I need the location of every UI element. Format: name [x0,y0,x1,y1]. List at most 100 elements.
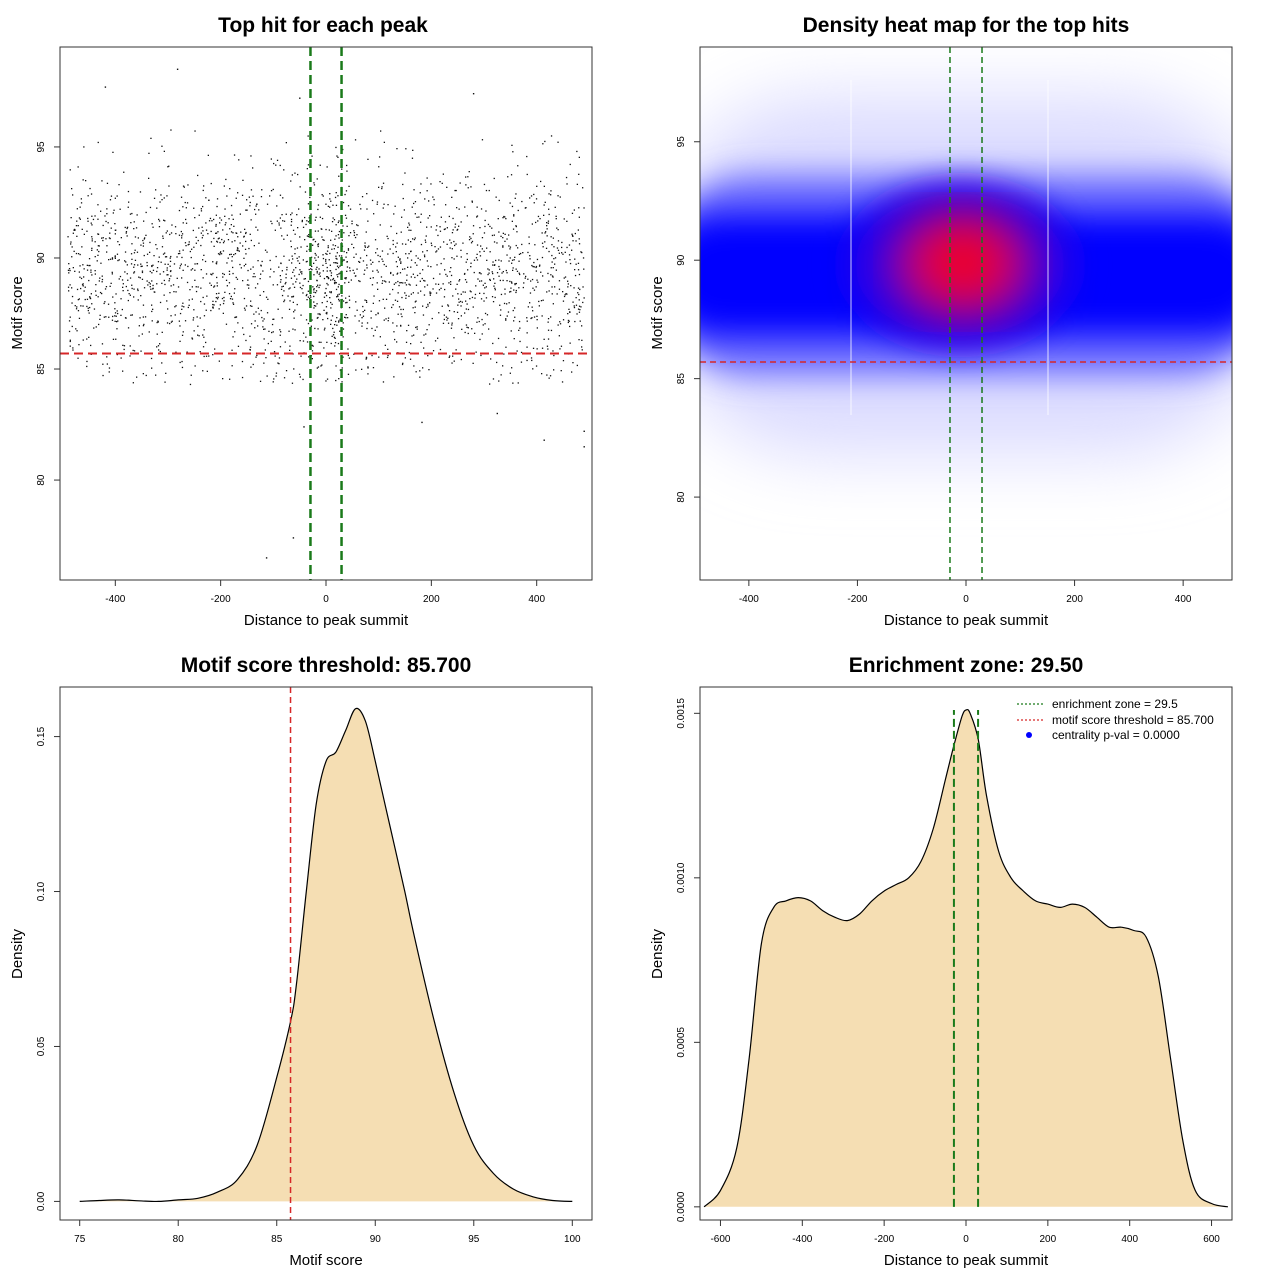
scatter-point [70,217,72,219]
scatter-point [257,325,259,327]
scatter-point [200,300,202,303]
scatter-point [290,277,293,279]
scatter-point [345,277,347,279]
scatter-point [124,226,126,229]
scatter-point [504,216,506,218]
scatter-point [510,287,512,289]
scatter-point [493,234,495,236]
scatter-point [191,268,194,270]
scatter-point [245,305,248,307]
scatter-point [446,243,448,245]
scatter-point [222,250,225,252]
scatter-point [222,378,224,380]
scatter-point [237,236,239,238]
scatter-point [349,270,351,272]
scatter-point [212,306,214,308]
scatter-point [216,198,219,200]
scatter-point [456,229,458,231]
scatter-point [513,259,515,261]
scatter-point [535,265,538,268]
scatter-point [449,355,451,357]
scatter-point [367,366,369,368]
scatter-point [298,262,301,264]
scatter-point [494,296,496,299]
scatter-point [279,334,281,336]
scatter-point [465,176,467,178]
scatter-point [132,382,134,384]
scatter-point [247,279,249,281]
scatter-point [546,222,548,224]
scatter-point [407,226,409,228]
scatter-point [430,226,432,228]
scatter-point [404,172,406,174]
scatter-point [480,298,483,300]
scatter-x-axis: -400 -200 0 200 400 [105,580,545,605]
scatter-point [541,256,544,259]
scatter-point [524,207,526,209]
scatter-point [232,218,234,220]
scatter-point [466,303,468,305]
scatter-point [253,273,255,275]
scatter-point [386,235,388,237]
scatter-point [217,296,219,298]
scatter-point [201,226,203,228]
scatter-point [186,281,189,284]
scatter-point [248,284,250,286]
scatter-point [553,246,555,248]
scatter-point [339,318,341,320]
scatter-point [401,363,404,366]
scatter-point [346,301,348,304]
scatter-point [487,223,490,226]
scatter-point [74,229,76,231]
scatter-point [450,281,452,283]
scatter-point [106,356,108,358]
scatter-point [404,282,406,284]
scatter-point [511,220,513,222]
scatter-point [289,300,291,302]
scatter-point [545,247,548,249]
scatter-point [385,318,387,320]
scatter-point [466,253,468,255]
scatter-point [86,365,88,368]
scatter-point [316,367,318,369]
scatter-point [562,319,565,321]
scatter-point [71,256,73,258]
scatter-point [416,264,418,266]
scatter-point [141,270,144,272]
scatter-point [516,270,519,272]
scatter-point [535,266,537,269]
scatter-point [508,245,510,247]
scatter-point [181,305,183,307]
scatter-point [283,169,285,171]
scatter-point [383,319,385,321]
scatter-point [432,196,434,198]
scatter-point [481,333,483,335]
scatter-point [278,222,280,224]
scatter-point [458,225,460,227]
scatter-point [219,217,221,219]
scatter-point [346,225,348,227]
scatter-point [518,329,520,331]
scatter-point [552,303,554,305]
scatter-point [519,273,521,276]
scatter-point [232,303,235,305]
scatter-point [329,264,331,266]
scatter-point [322,257,325,260]
scatter-point [451,362,453,364]
scatter-point [321,302,323,304]
scatter-point [319,164,321,166]
scatter-point [239,242,241,244]
scatter-point [415,284,418,286]
scatter-point [71,295,74,298]
scatter-point [313,238,315,240]
scatter-point [342,336,344,338]
scatter-point [203,303,206,305]
scatter-point [230,204,233,207]
scatter-point [232,336,234,338]
scatter-point [144,237,146,239]
scatter-point [379,336,381,338]
scatter-point [249,233,251,235]
scatter-point [200,232,202,234]
scatter-point [312,244,314,246]
